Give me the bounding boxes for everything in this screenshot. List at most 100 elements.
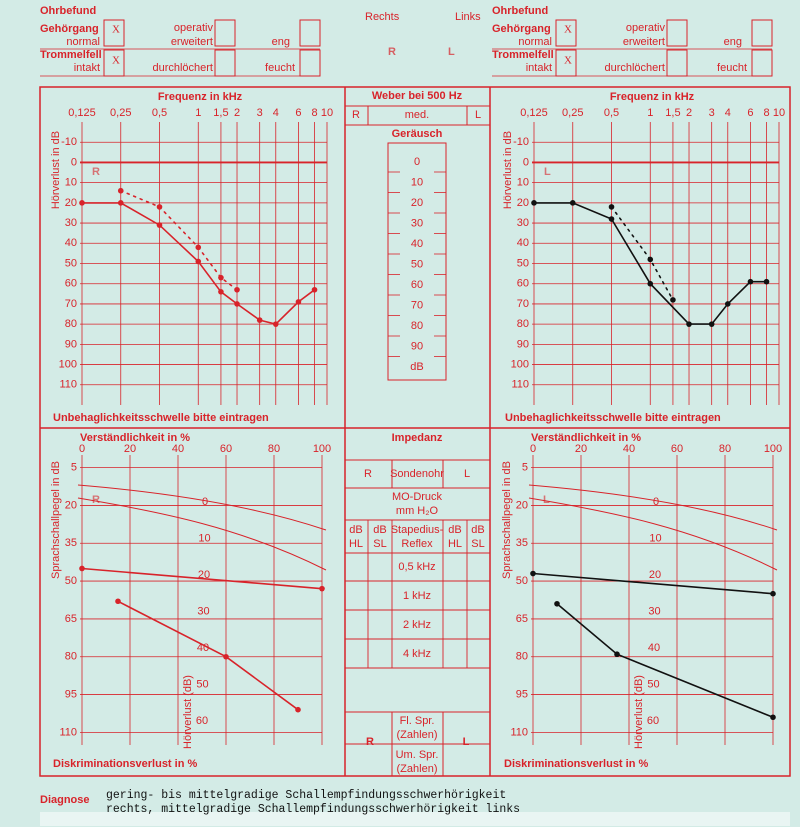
section-title: Weber bei 500 Hz: [372, 90, 463, 102]
chart-footer: Diskriminationsverlust in %: [53, 758, 197, 770]
inner-scale-label: 0: [202, 496, 208, 508]
point: [117, 187, 124, 194]
y-tick-label: 95: [516, 688, 528, 700]
y-tick-label: 50: [516, 575, 528, 587]
y-axis-title: Sprachschallpegel in dB: [50, 461, 62, 579]
x-tick-label: 4: [725, 107, 731, 119]
option-label: eng: [724, 36, 742, 48]
reference-curve: [77, 484, 327, 531]
diagnosis-text: rechts, mittelgradige Schallempfindungss…: [106, 803, 520, 816]
check-mark: X: [564, 24, 572, 36]
inner-scale-label: 10: [649, 532, 661, 544]
point: [770, 590, 776, 597]
watermark: R: [388, 46, 396, 58]
option-label: intakt: [526, 62, 552, 74]
y-tick-label: 70: [517, 298, 529, 310]
weber-col: R: [352, 109, 360, 121]
noise-scale-label: 30: [411, 217, 423, 229]
point: [218, 274, 224, 281]
imp-freq: 2 kHz: [403, 619, 431, 631]
inner-scale-label: 30: [648, 605, 660, 617]
curve: [532, 572, 774, 595]
imp-freq: 1 kHz: [403, 590, 431, 602]
y-tick-label: 80: [65, 318, 77, 330]
imp-label: R: [364, 468, 372, 480]
point: [195, 244, 202, 251]
point: [311, 286, 318, 293]
y-tick-label: 60: [517, 278, 529, 290]
imp-label: Reflex: [401, 538, 433, 550]
y-tick-label: 100: [511, 358, 529, 370]
y-tick-label: 100: [59, 358, 77, 370]
chart-footer: Diskriminationsverlust in %: [504, 758, 648, 770]
row-label: Gehörgang: [492, 23, 551, 35]
check-mark: X: [112, 24, 120, 36]
form-box: [299, 49, 321, 77]
chart-footer: Unbehaglichkeitsschwelle bitte eintragen: [505, 412, 721, 424]
curve: [120, 189, 238, 291]
weber-col: L: [475, 109, 481, 121]
point: [156, 204, 163, 210]
point: [530, 570, 536, 577]
form-box: [751, 19, 773, 47]
diagnosis-field: [40, 812, 790, 826]
imp-label: mm H₂O: [396, 505, 439, 517]
noise-scale-label: 40: [411, 238, 423, 250]
inner-axis-title: Hörverlust (dB): [182, 675, 194, 749]
x-tick-label: 1: [647, 107, 653, 119]
x-tick-label: 80: [719, 443, 731, 455]
x-tick-label: 4: [273, 107, 279, 119]
x-tick-label: 8: [763, 107, 769, 119]
y-tick-label: 65: [65, 613, 77, 625]
inner-scale-label: 10: [198, 532, 210, 544]
point: [554, 600, 560, 607]
weber-col: med.: [405, 109, 429, 121]
point: [670, 297, 676, 303]
x-tick-label: 6: [747, 107, 753, 119]
y-tick-label: 30: [517, 217, 529, 229]
inner-scale-label: 0: [653, 496, 659, 508]
reference-curve: [77, 497, 327, 571]
y-tick-label: 20: [65, 499, 77, 511]
x-tick-label: 0: [530, 443, 536, 455]
x-tick-label: 2: [686, 107, 692, 119]
y-tick-label: 50: [517, 257, 529, 269]
y-tick-label: 0: [71, 156, 77, 168]
point: [223, 653, 229, 660]
y-tick-label: 90: [517, 338, 529, 350]
imp-col: SL: [373, 538, 386, 550]
x-tick-label: 20: [575, 443, 587, 455]
option-label: durchlöchert: [604, 62, 665, 74]
diagnosis-label: Diagnose: [40, 794, 90, 806]
inner-scale-label: 60: [647, 715, 659, 727]
point: [724, 301, 731, 307]
point: [234, 301, 240, 307]
y-tick-label: 70: [65, 298, 77, 310]
check-mark: X: [564, 55, 572, 67]
y-tick-label: 20: [65, 197, 77, 209]
x-tick-label: 8: [311, 107, 317, 119]
x-axis-title: Verständlichkeit in %: [80, 432, 190, 444]
point: [195, 258, 202, 265]
x-tick-label: 80: [268, 443, 280, 455]
y-tick-label: -10: [513, 136, 529, 148]
section-title: Impedanz: [392, 432, 443, 444]
form-box: [299, 19, 321, 47]
header-title: Ohrbefund: [492, 5, 548, 17]
imp-col: dB: [448, 524, 461, 536]
reference-curve: [528, 484, 778, 531]
form-box: [751, 49, 773, 77]
noise-scale-label: 80: [411, 320, 423, 332]
x-tick-label: 1,5: [665, 107, 680, 119]
point: [686, 321, 692, 327]
x-tick-label: 1,5: [213, 107, 228, 119]
y-tick-label: 10: [65, 177, 77, 189]
option-label: feucht: [265, 62, 295, 74]
point: [608, 216, 615, 222]
watermark: L: [543, 494, 550, 506]
inner-scale-label: 50: [647, 678, 659, 690]
imp-label: MO-Druck: [392, 491, 443, 503]
point: [218, 289, 224, 295]
